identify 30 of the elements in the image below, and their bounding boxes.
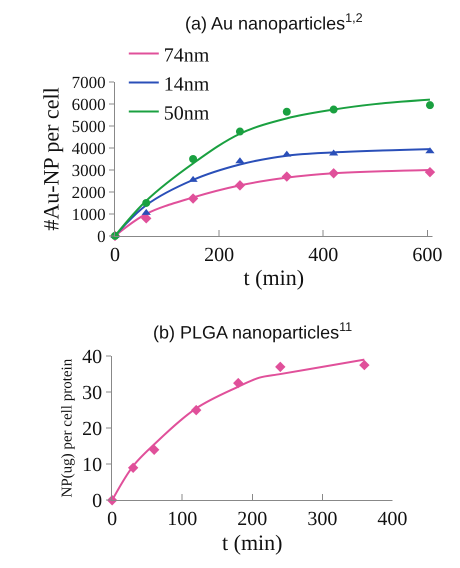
y-tick-label: 3000 bbox=[72, 160, 106, 180]
legend-label: 74nm bbox=[164, 44, 210, 66]
y-tick-label: 0 bbox=[97, 226, 106, 246]
y-tick-label: 40 bbox=[82, 346, 102, 368]
y-tick-label: 30 bbox=[82, 382, 102, 404]
y-tick-label: 2000 bbox=[72, 182, 106, 202]
y-tick-label: 4000 bbox=[72, 138, 106, 158]
legend-label: 14nm bbox=[164, 73, 210, 96]
y-tick-label: 6000 bbox=[72, 95, 106, 114]
y-tick-label: 1000 bbox=[72, 204, 106, 224]
x-axis-title: t (min) bbox=[222, 530, 283, 556]
legend-label: 50nm bbox=[164, 102, 210, 124]
x-tick-label: 300 bbox=[307, 508, 338, 530]
x-tick-label: 100 bbox=[167, 508, 198, 530]
x-axis-title: t (min) bbox=[244, 264, 304, 290]
chart-title: (a) Au nanoparticles$^{1,2}$ bbox=[185, 11, 363, 34]
x-tick-label: 400 bbox=[308, 244, 338, 266]
y-tick-label: 7000 bbox=[72, 73, 106, 92]
x-tick-label: 200 bbox=[204, 244, 234, 266]
x-tick-label: 0 bbox=[110, 244, 120, 266]
x-tick-label: 200 bbox=[237, 508, 268, 530]
y-axis-title: NP(ug) per cell protein bbox=[59, 358, 76, 498]
x-tick-label: 400 bbox=[377, 508, 408, 530]
y-tick-label: 20 bbox=[82, 418, 102, 440]
y-tick-label: 5000 bbox=[72, 116, 106, 136]
y-axis-title: #Au-NP per cell bbox=[38, 87, 64, 231]
y-tick-label: 0 bbox=[92, 490, 102, 512]
chart-title: (b) PLGA nanoparticles$^{11}$ bbox=[153, 320, 352, 343]
x-tick-label: 600 bbox=[412, 244, 442, 266]
y-tick-label: 10 bbox=[82, 454, 102, 476]
